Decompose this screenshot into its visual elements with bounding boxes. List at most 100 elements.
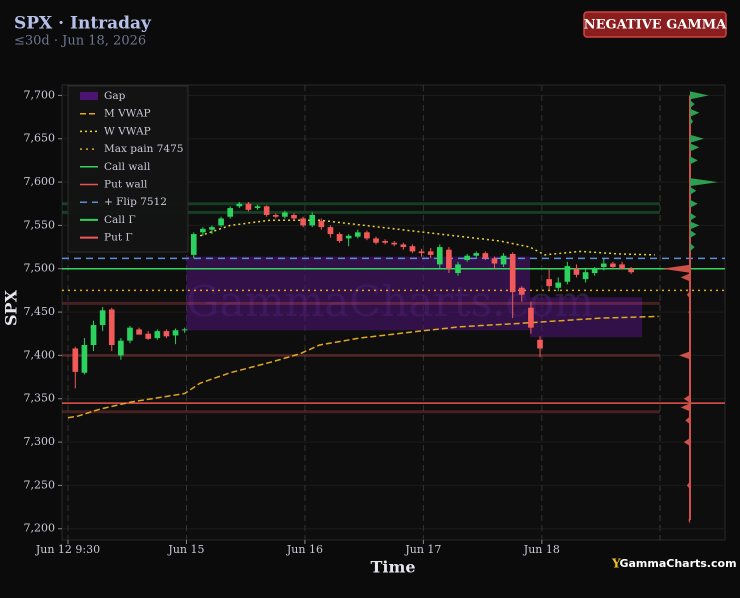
profile-bar [688, 516, 690, 525]
profile-bar [690, 100, 695, 109]
candle-body [400, 244, 407, 248]
badge [583, 11, 727, 38]
candle-body [482, 253, 489, 259]
legend-label: Put Γ [104, 232, 133, 244]
y-tick-label: 7,250 [24, 478, 56, 491]
gap-zone [186, 256, 530, 331]
candle-body [354, 232, 361, 237]
candle-body [145, 333, 152, 339]
y-tick-label: 7,350 [24, 392, 56, 405]
candle-body [291, 215, 297, 219]
y-tick-label: 7,450 [24, 305, 56, 318]
profile-bar [680, 403, 690, 412]
logo: GammaCharts.com [619, 557, 736, 570]
candle-body [99, 310, 106, 326]
profile-bar [680, 273, 690, 282]
profile-bar [690, 178, 718, 187]
profile-bar [690, 108, 700, 117]
candle-body [218, 218, 224, 226]
legend: Gap M VWAP W VWAP Max pain 7475 Call wall Put… [67, 85, 189, 253]
x-tick-label: Jun 16 [286, 543, 323, 556]
profile-bar [686, 290, 690, 299]
candle-body [500, 255, 507, 265]
candle-body [473, 253, 480, 256]
candle-body [418, 251, 425, 254]
candle-body [619, 264, 625, 269]
legend-label: Put wall [104, 179, 148, 191]
y-tick-label: 7,300 [24, 435, 56, 448]
candle-body [136, 329, 142, 335]
candle-body [518, 287, 525, 295]
legend-label: + Flip 7512 [104, 196, 167, 208]
candle-body [81, 345, 88, 373]
profile-bar [686, 481, 690, 490]
candle-body [190, 234, 197, 255]
chart-subtitle: ≤30d · Jun 18, 2026 [14, 34, 146, 49]
y-tick-label: 7,650 [24, 132, 56, 145]
candle-body [573, 268, 580, 275]
vwap-line [199, 219, 655, 256]
profile-bar [690, 243, 695, 252]
candle-body [245, 203, 252, 210]
legend-label: M VWAP [104, 108, 151, 120]
candle-body [436, 247, 443, 265]
profile-bar [690, 91, 709, 100]
candle-body [154, 331, 161, 339]
candle-body [236, 203, 243, 207]
badge-text: NEGATIVE GAMMA [584, 18, 728, 33]
candle-body [181, 329, 188, 331]
y-tick-label: 7,550 [24, 218, 56, 231]
profile-bar [690, 212, 697, 221]
candle-body [537, 339, 543, 349]
legend-swatch [80, 92, 98, 100]
candle-body [108, 309, 115, 345]
candle-body [227, 208, 234, 217]
candle-body [409, 246, 416, 252]
candle-body [118, 340, 124, 356]
candle-body [382, 241, 388, 243]
candle-body [610, 263, 616, 267]
profile-bar [690, 199, 698, 208]
candle-body [309, 215, 316, 226]
y-tick-label: 7,200 [24, 522, 56, 535]
y-tick-label: 7,500 [24, 262, 56, 275]
x-axis-title: Time [370, 558, 415, 577]
candle-body [427, 251, 434, 255]
candle-body [446, 249, 452, 269]
candle-body [163, 331, 170, 337]
chart-title: SPX · Intraday [14, 14, 152, 34]
logo-icon: Y [611, 557, 621, 571]
candle-body [272, 215, 279, 217]
candle-body [528, 307, 534, 328]
candle-body [327, 227, 334, 235]
candle-body [127, 327, 133, 341]
profile-bar [688, 308, 690, 317]
candle-body [90, 325, 97, 345]
candle-body [345, 235, 352, 239]
candle-body [200, 228, 206, 233]
x-tick-label: Jun 12 9:30 [35, 543, 100, 556]
candle-body [555, 282, 562, 288]
profile-bar [690, 186, 697, 195]
y-tick-label: 7,600 [24, 175, 56, 188]
candle-body [336, 234, 343, 241]
candle-body [600, 263, 607, 267]
y-tick-label: 7,400 [24, 348, 56, 361]
legend-box [67, 85, 189, 253]
profile-bar [690, 134, 704, 143]
profile-bar [662, 264, 690, 273]
profile-bar [690, 117, 694, 126]
x-tick-label: Jun 18 [523, 543, 560, 556]
candle-body [546, 279, 552, 287]
candle-body [254, 206, 261, 209]
legend-label: Max pain 7475 [104, 143, 183, 155]
x-tick-label: Jun 15 [167, 543, 204, 556]
profile-bar [690, 156, 698, 165]
candle-body [72, 348, 79, 372]
candle-body [263, 206, 270, 215]
candle-body [455, 264, 461, 274]
y-axis-title: SPX [2, 289, 21, 326]
legend-label: Gap [104, 90, 126, 102]
